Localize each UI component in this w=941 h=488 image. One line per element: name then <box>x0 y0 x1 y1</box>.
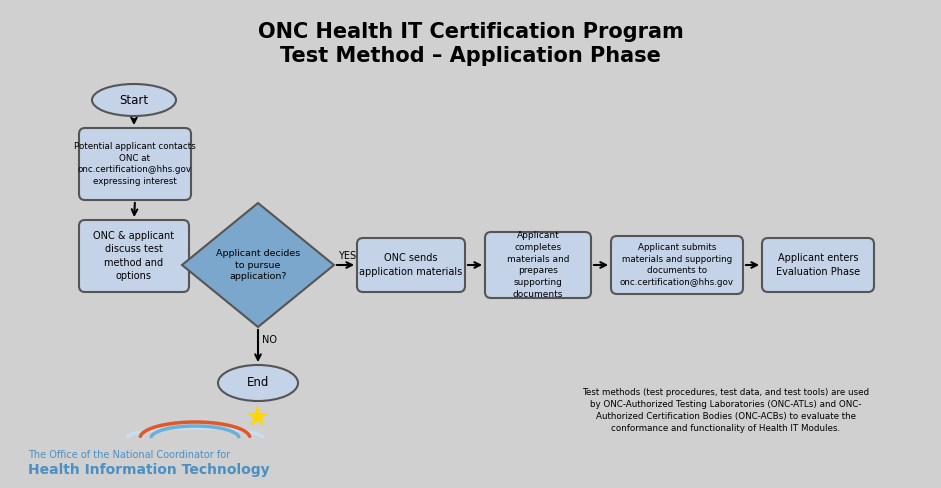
Text: Applicant
completes
materials and
prepares
supporting
documents: Applicant completes materials and prepar… <box>507 231 569 299</box>
Text: by ONC-Authorized Testing Laboratories (ONC-ATLs) and ONC-: by ONC-Authorized Testing Laboratories (… <box>590 400 862 409</box>
Text: Test Method – Application Phase: Test Method – Application Phase <box>280 46 661 66</box>
Text: ONC & applicant
discuss test
method and
options: ONC & applicant discuss test method and … <box>93 231 175 281</box>
Text: NO: NO <box>262 335 277 345</box>
Text: The Office of the National Coordinator for: The Office of the National Coordinator f… <box>28 450 231 460</box>
Text: Test methods (test procedures, test data, and test tools) are used: Test methods (test procedures, test data… <box>582 388 869 397</box>
Ellipse shape <box>92 84 176 116</box>
Polygon shape <box>182 203 334 327</box>
FancyBboxPatch shape <box>762 238 874 292</box>
Text: Applicant decides
to pursue
application?: Applicant decides to pursue application? <box>215 249 300 281</box>
Text: YES: YES <box>338 251 356 261</box>
Text: Health Information Technology: Health Information Technology <box>28 463 270 477</box>
Text: Potential applicant contacts
ONC at
onc.certification@hhs.gov
expressing interes: Potential applicant contacts ONC at onc.… <box>74 142 196 186</box>
FancyBboxPatch shape <box>611 236 743 294</box>
Text: ONC Health IT Certification Program: ONC Health IT Certification Program <box>258 22 683 42</box>
Text: ONC sends
application materials: ONC sends application materials <box>359 253 463 277</box>
Ellipse shape <box>218 365 298 401</box>
Text: Applicant enters
Evaluation Phase: Applicant enters Evaluation Phase <box>776 253 860 277</box>
Text: Authorized Certification Bodies (ONC-ACBs) to evaluate the: Authorized Certification Bodies (ONC-ACB… <box>596 412 856 421</box>
Text: Applicant submits
materials and supporting
documents to
onc.certification@hhs.go: Applicant submits materials and supporti… <box>620 243 734 287</box>
FancyBboxPatch shape <box>79 128 191 200</box>
Text: conformance and functionality of Health IT Modules.: conformance and functionality of Health … <box>612 424 840 433</box>
FancyBboxPatch shape <box>485 232 591 298</box>
FancyBboxPatch shape <box>79 220 189 292</box>
FancyBboxPatch shape <box>357 238 465 292</box>
Text: Start: Start <box>120 94 149 106</box>
Point <box>249 412 264 420</box>
Text: End: End <box>247 377 269 389</box>
